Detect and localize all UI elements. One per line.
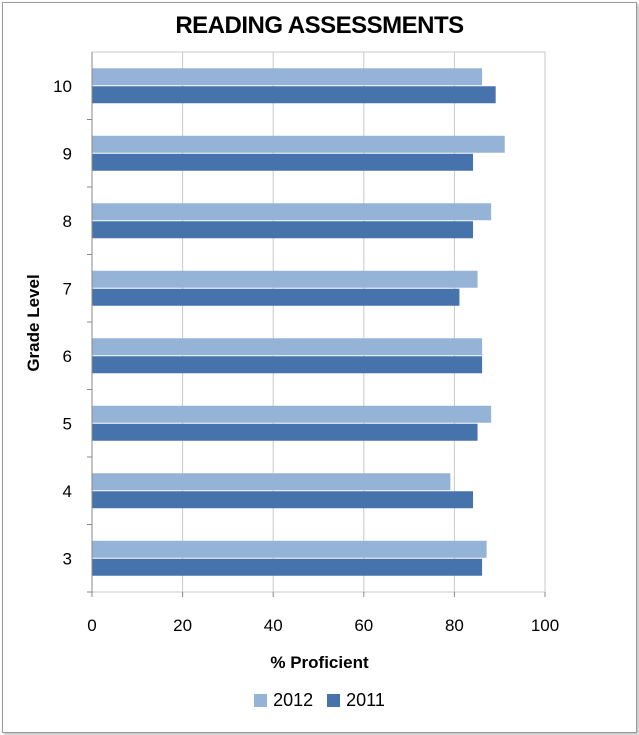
bar-2012-grade-3 xyxy=(92,540,487,558)
plot-area xyxy=(91,51,546,593)
bar-2012-grade-6 xyxy=(92,338,483,356)
y-tick-label-9: 9 xyxy=(63,144,72,163)
bar-2012-grade-10 xyxy=(92,68,483,86)
y-tick-label-7: 7 xyxy=(63,279,72,298)
legend-label-2011: 2011 xyxy=(346,690,385,710)
bar-2011-grade-3 xyxy=(92,558,483,576)
bar-2011-grade-8 xyxy=(92,221,474,239)
x-tick-label-40: 40 xyxy=(264,616,283,635)
legend-item-2012: 2012 xyxy=(254,690,313,711)
bar-2011-grade-5 xyxy=(92,423,478,441)
bar-2012-grade-7 xyxy=(92,270,478,288)
legend-label-2012: 2012 xyxy=(273,690,314,710)
bar-2011-grade-7 xyxy=(92,288,460,306)
bar-2012-grade-5 xyxy=(92,405,492,423)
bar-2012-grade-4 xyxy=(92,473,451,491)
y-tick-label-10: 10 xyxy=(53,77,72,96)
y-tick-label-4: 4 xyxy=(63,482,72,501)
legend-swatch-2012 xyxy=(254,694,268,707)
y-tick-label-3: 3 xyxy=(63,549,72,568)
x-tick-label-60: 60 xyxy=(354,616,373,635)
bar-2011-grade-10 xyxy=(92,86,496,104)
x-tick-label-80: 80 xyxy=(445,616,464,635)
chart-title: READING ASSESSMENTS xyxy=(175,12,464,39)
bar-2011-grade-6 xyxy=(92,356,483,374)
x-axis-label: % Proficient xyxy=(270,653,369,672)
legend-item-2011: 2011 xyxy=(327,690,385,711)
x-tick-label-20: 20 xyxy=(173,616,192,635)
x-tick-label-100: 100 xyxy=(531,616,559,635)
y-tick-label-8: 8 xyxy=(63,212,72,231)
legend: 2012 2011 xyxy=(0,690,639,711)
bar-2011-grade-9 xyxy=(92,153,474,171)
bar-2012-grade-8 xyxy=(92,203,492,221)
x-tick-label-0: 0 xyxy=(87,616,96,635)
bar-2011-grade-4 xyxy=(92,491,474,509)
legend-swatch-2011 xyxy=(327,694,341,707)
y-tick-label-5: 5 xyxy=(63,414,72,433)
y-tick-label-6: 6 xyxy=(63,347,72,366)
bar-2012-grade-9 xyxy=(92,135,505,153)
